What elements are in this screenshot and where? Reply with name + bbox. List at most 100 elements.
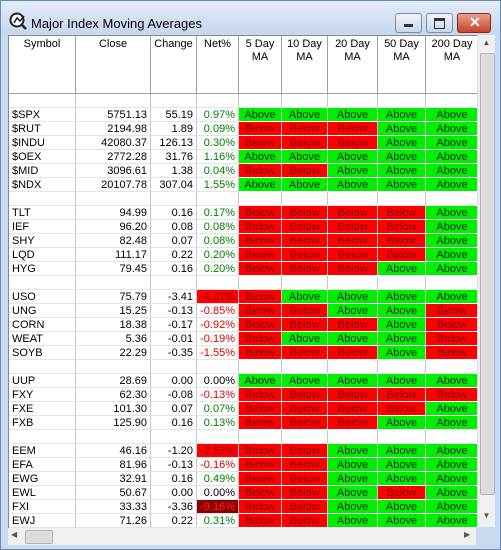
ma-status-cell: Above [378,262,426,276]
symbol-cell: EWL [9,486,76,500]
net-percent-cell: -0.85% [197,304,239,318]
column-header: Change [151,36,197,94]
ma-status-cell: Below [328,262,378,276]
change-cell: 126.13 [151,136,197,150]
ma-status-cell: Above [378,164,426,178]
column-header: 5 Day MA [239,36,282,94]
ma-status-cell: Below [239,486,282,500]
symbol-cell: $NDX [9,178,76,192]
app-icon [9,12,27,30]
ma-status-cell: Above [328,486,378,500]
blank-cell [151,276,197,290]
blank-cell [239,94,282,108]
net-percent-cell: 0.31% [197,514,239,528]
ma-status-cell: Above [426,122,477,136]
maximize-button[interactable] [426,13,453,33]
ma-status-cell: Above [328,150,378,164]
net-percent-cell: -9.16% [197,500,239,514]
change-cell: 0.08 [151,220,197,234]
ma-status-cell: Above [282,374,328,388]
change-cell: -3.41 [151,290,197,304]
close-cell: 5.36 [76,332,151,346]
ma-status-cell: Below [239,458,282,472]
ma-status-cell: Above [378,514,426,528]
ma-status-cell: Above [239,108,282,122]
vertical-scrollbar[interactable]: ▲ ▼ [477,35,495,527]
symbol-cell: CORN [9,318,76,332]
ma-status-cell: Below [239,416,282,430]
close-cell: 101.30 [76,402,151,416]
symbol-cell: FXY [9,388,76,402]
blank-cell [282,276,328,290]
change-cell: -0.08 [151,388,197,402]
blank-cell [197,360,239,374]
window-title: Major Index Moving Averages [31,16,203,31]
ma-status-cell: Above [378,136,426,150]
net-percent-cell: 1.16% [197,150,239,164]
ma-status-cell: Below [239,234,282,248]
ma-status-cell: Below [282,262,328,276]
ma-status-cell: Below [378,206,426,220]
ma-status-cell: Above [426,444,477,458]
blank-cell [328,94,378,108]
minimize-button[interactable] [395,13,422,33]
ma-status-cell: Above [328,332,378,346]
close-cell: 81.96 [76,458,151,472]
ma-status-cell: Above [282,332,328,346]
ma-status-cell: Below [282,346,328,360]
symbol-cell: $RUT [9,122,76,136]
ma-status-cell: Above [426,458,477,472]
change-cell: -0.35 [151,346,197,360]
close-cell: 5751.13 [76,108,151,122]
net-percent-cell: 0.13% [197,416,239,430]
ma-status-cell: Below [239,248,282,262]
blank-cell [378,276,426,290]
ma-status-cell: Above [378,178,426,192]
net-percent-cell: -0.92% [197,318,239,332]
blank-cell [197,276,239,290]
blank-cell [378,360,426,374]
blank-cell [9,192,76,206]
ma-status-cell: Below [378,234,426,248]
ma-status-cell: Below [282,164,328,178]
ma-status-cell: Below [282,514,328,528]
ma-status-cell: Below [328,136,378,150]
close-button[interactable]: ✕ [457,13,491,33]
ma-status-cell: Above [239,178,282,192]
blank-cell [282,94,328,108]
change-cell: -0.01 [151,332,197,346]
ma-status-cell: Below [239,444,282,458]
close-cell: 22.29 [76,346,151,360]
ma-status-cell: Below [239,388,282,402]
ma-status-cell: Below [239,220,282,234]
blank-cell [239,192,282,206]
change-cell: -3.36 [151,500,197,514]
blank-cell [378,94,426,108]
ma-status-cell: Below [239,346,282,360]
ma-status-cell: Above [426,402,477,416]
horizontal-scrollbar[interactable]: ◀ ▶ [8,528,476,545]
change-cell: 1.89 [151,122,197,136]
ma-status-cell: Above [328,108,378,122]
net-percent-cell: -4.31% [197,290,239,304]
symbol-cell: EEM [9,444,76,458]
ma-status-cell: Above [426,416,477,430]
column-header: 50 Day MA [378,36,426,94]
blank-cell [282,360,328,374]
blank-cell [426,94,477,108]
blank-cell [76,430,151,444]
blank-cell [328,360,378,374]
close-cell: 111.17 [76,248,151,262]
net-percent-cell: 0.49% [197,472,239,486]
close-cell: 42080.37 [76,136,151,150]
symbol-cell: TLT [9,206,76,220]
ma-status-cell: Below [239,122,282,136]
symbol-cell: UNG [9,304,76,318]
close-cell: 96.20 [76,220,151,234]
close-cell: 50.67 [76,486,151,500]
ma-status-cell: Below [239,164,282,178]
change-cell: -0.13 [151,304,197,318]
symbol-cell: FXE [9,402,76,416]
symbol-cell: SHY [9,234,76,248]
ma-status-cell: Below [282,122,328,136]
